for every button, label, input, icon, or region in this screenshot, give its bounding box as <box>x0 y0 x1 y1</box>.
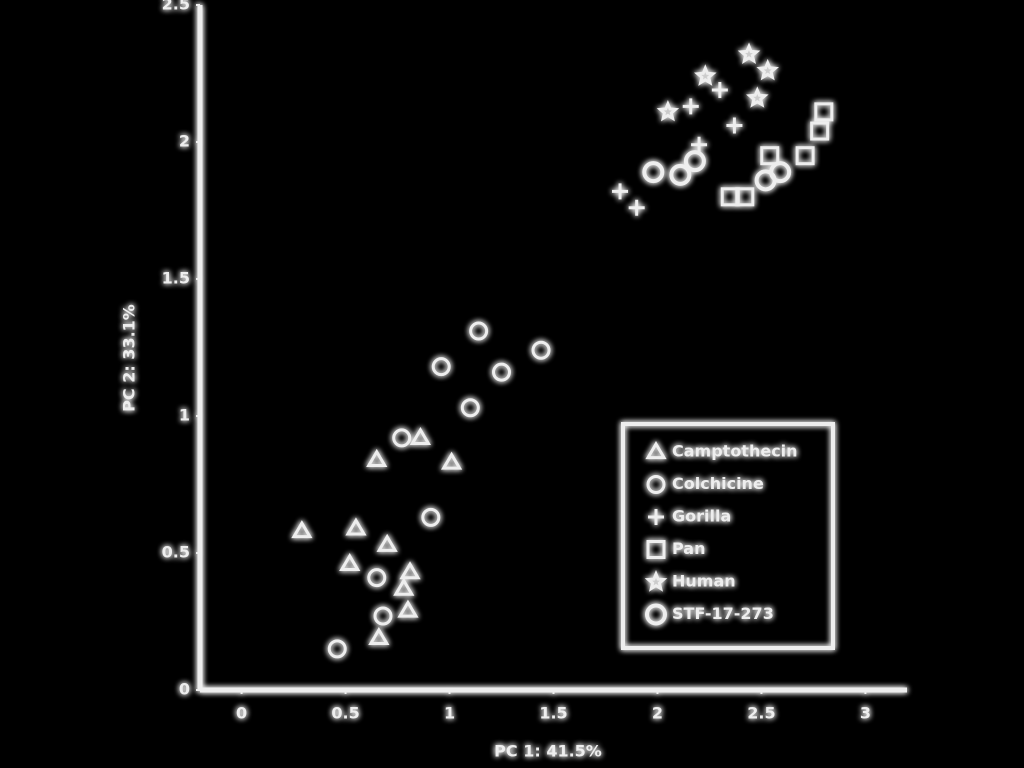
point <box>460 398 480 418</box>
legend-label: Pan <box>672 539 705 558</box>
point <box>691 136 708 153</box>
x-tick-label: 0 <box>236 704 247 723</box>
point <box>612 183 629 200</box>
x-tick-label: 3 <box>860 704 871 723</box>
point <box>440 451 463 470</box>
point <box>769 161 792 184</box>
point <box>421 507 441 527</box>
point <box>756 58 779 81</box>
point <box>469 321 489 341</box>
x-tick-label: 2 <box>652 704 663 723</box>
y-tick-label: 2.5 <box>162 0 190 14</box>
point <box>810 121 830 141</box>
point <box>368 626 390 646</box>
legend-label: Colchicine <box>672 474 764 493</box>
point <box>656 100 680 122</box>
y-tick-label: 0 <box>179 680 190 699</box>
point <box>642 161 665 184</box>
point <box>492 362 512 382</box>
point <box>683 150 706 173</box>
point <box>392 428 412 448</box>
point <box>746 86 769 108</box>
point <box>628 199 645 216</box>
point <box>399 561 421 580</box>
x-tick-label: 1 <box>444 704 455 723</box>
legend-marker <box>644 570 668 592</box>
legend-label: STF-17-273 <box>672 604 774 623</box>
legend-marker <box>648 509 664 525</box>
legend-marker <box>646 475 666 494</box>
point <box>431 357 451 377</box>
point <box>726 117 743 134</box>
legend-marker <box>645 441 667 460</box>
point <box>366 448 388 467</box>
y-tick-label: 1 <box>179 406 190 425</box>
legend-box <box>621 422 835 650</box>
legend-label: Gorilla <box>672 507 731 526</box>
point <box>711 81 728 98</box>
legend-label: Camptothecin <box>672 442 798 461</box>
legend-marker <box>645 603 667 626</box>
point <box>531 340 551 360</box>
point <box>345 517 367 536</box>
point <box>737 42 761 64</box>
point <box>327 639 347 659</box>
point <box>339 553 361 572</box>
plot: PC 1: 41.5% PC 2: 33.1% 0 0.5 1 1.5 2 2.5 3 0 0.… <box>120 0 907 761</box>
x-axis-label: PC 1: 41.5% <box>494 742 602 761</box>
point <box>669 163 692 186</box>
point <box>373 606 393 626</box>
y-tick-label: 2 <box>179 132 190 151</box>
point <box>367 568 387 588</box>
legend-marker <box>646 540 666 559</box>
point <box>291 520 313 539</box>
x-tick-label: 1.5 <box>539 704 567 723</box>
point <box>795 146 815 166</box>
point <box>814 102 834 122</box>
point <box>376 533 398 552</box>
y-tick-label: 0.5 <box>162 543 190 562</box>
point <box>720 187 740 207</box>
x-tick-label: 0.5 <box>331 704 359 723</box>
point <box>682 98 699 115</box>
point <box>694 64 717 86</box>
point <box>397 599 419 618</box>
x-tick-label: 2.5 <box>747 704 775 723</box>
y-axis-label: PC 2: 33.1% <box>120 304 139 412</box>
legend-label: Human <box>672 572 736 591</box>
point <box>760 146 780 166</box>
point <box>409 426 432 446</box>
y-tick-label: 1.5 <box>162 269 190 288</box>
point <box>393 577 415 596</box>
